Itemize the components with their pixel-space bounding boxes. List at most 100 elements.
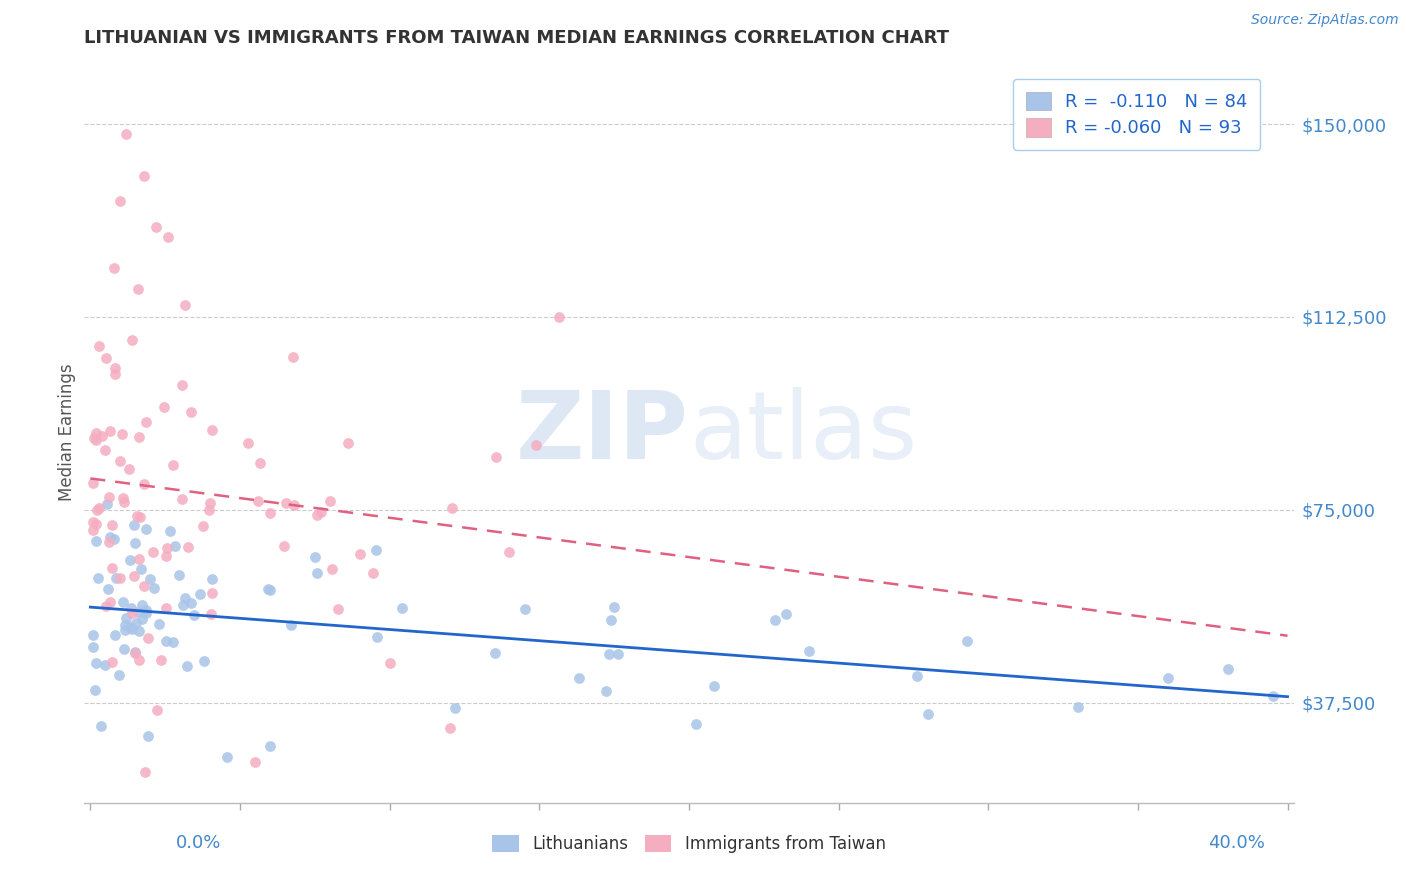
Point (84, 656, 107, 670)
Point (94, 658, 117, 673)
Point (280, 618, 302, 632)
Point (124, 536, 146, 550)
Point (127, 508, 149, 523)
Point (145, 219, 167, 234)
Point (191, 519, 214, 533)
Point (104, 360, 127, 375)
Text: ZIP: ZIP (516, 386, 689, 479)
Point (156, 541, 179, 555)
Point (259, 507, 281, 521)
Point (283, 498, 305, 512)
Point (100, 561, 122, 575)
Point (201, 423, 224, 437)
Point (524, 438, 547, 452)
Point (134, 169, 156, 183)
Point (121, 622, 143, 636)
Point (120, 620, 142, 634)
Point (97, 582, 120, 596)
Point (82, 640, 104, 654)
Point (136, 631, 159, 645)
Point (905, 669, 928, 683)
Point (165, 539, 187, 553)
Point (281, 350, 304, 364)
Point (111, 426, 134, 441)
Point (155, 633, 177, 648)
Point (96, 497, 118, 511)
Point (124, 646, 146, 660)
Point (162, 458, 184, 473)
Point (172, 378, 194, 392)
Point (135, 522, 157, 536)
Point (174, 591, 197, 605)
Point (391, 600, 413, 615)
Point (86, 571, 108, 585)
Point (82, 515, 104, 529)
Point (103, 628, 125, 642)
Point (84, 534, 107, 549)
Point (131, 613, 153, 627)
Point (326, 602, 349, 616)
Point (82, 628, 104, 642)
Point (180, 405, 202, 419)
Point (101, 517, 124, 532)
Point (246, 494, 269, 508)
Point (200, 607, 222, 621)
Text: atlas: atlas (689, 386, 917, 479)
Point (568, 671, 591, 685)
Point (307, 566, 329, 580)
Point (82, 523, 104, 537)
Point (153, 400, 176, 414)
Point (440, 501, 463, 516)
Point (121, 606, 143, 620)
Point (127, 282, 149, 296)
Point (439, 721, 461, 735)
Point (180, 596, 202, 610)
Point (444, 701, 467, 715)
Point (775, 607, 797, 622)
Point (115, 128, 138, 142)
Point (364, 543, 387, 558)
Point (603, 600, 626, 615)
Point (1216, 662, 1239, 676)
Point (103, 367, 125, 381)
Point (763, 613, 786, 627)
Point (170, 492, 193, 507)
Point (146, 703, 169, 717)
Point (606, 647, 628, 661)
Point (321, 562, 343, 576)
Point (1067, 700, 1090, 714)
Point (114, 617, 136, 632)
Point (259, 739, 281, 754)
Point (172, 599, 194, 613)
Point (96, 599, 118, 614)
Point (142, 545, 165, 559)
Point (108, 454, 131, 468)
Point (378, 656, 401, 670)
Point (112, 641, 135, 656)
Point (83, 431, 105, 445)
Point (595, 684, 617, 698)
Point (127, 605, 149, 619)
Point (103, 261, 125, 276)
Point (176, 659, 198, 673)
Legend: Lithuanians, Immigrants from Taiwan: Lithuanians, Immigrants from Taiwan (484, 826, 894, 861)
Point (201, 572, 224, 586)
Point (132, 579, 155, 593)
Point (128, 653, 150, 667)
Point (124, 645, 146, 659)
Point (115, 611, 138, 625)
Point (142, 581, 165, 595)
Point (600, 613, 623, 627)
Point (155, 601, 177, 615)
Point (169, 568, 191, 582)
Point (236, 436, 259, 450)
Point (685, 716, 707, 731)
Point (498, 544, 520, 558)
Point (104, 571, 127, 585)
Point (122, 569, 145, 583)
Point (139, 572, 162, 586)
Point (120, 553, 142, 567)
Point (484, 646, 506, 660)
Point (134, 764, 156, 779)
Point (249, 456, 271, 470)
